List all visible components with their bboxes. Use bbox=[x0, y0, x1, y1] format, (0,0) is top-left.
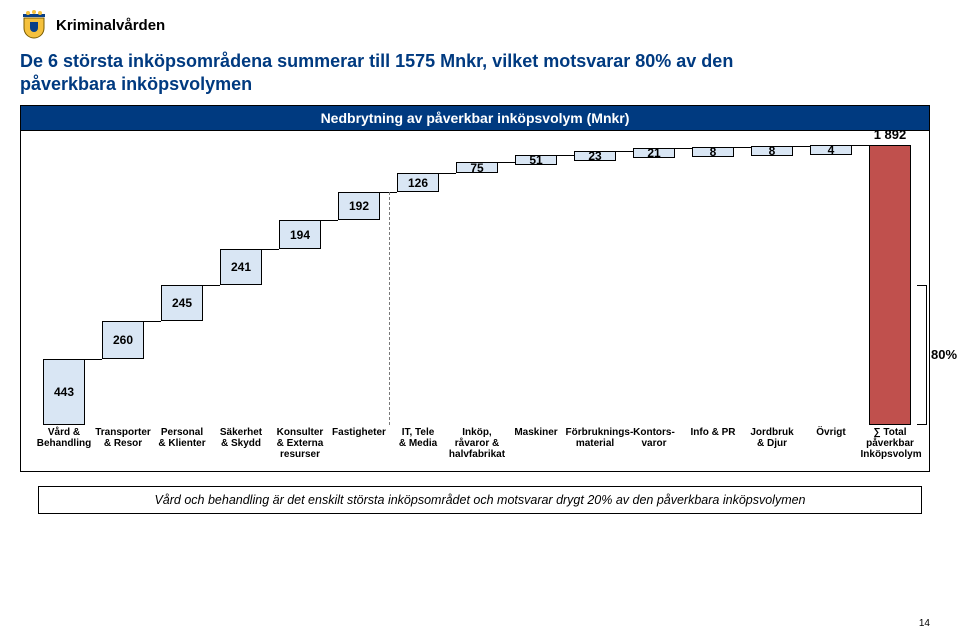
x-axis-label: Kontors-varor bbox=[625, 427, 684, 449]
waterfall-bar: 23 bbox=[574, 151, 616, 161]
waterfall-bar: 51 bbox=[515, 155, 557, 165]
x-axis-label: Förbruknings-material bbox=[566, 427, 625, 449]
page-title: De 6 största inköpsområdena summerar til… bbox=[0, 44, 820, 105]
connector bbox=[85, 359, 102, 360]
waterfall-bar: 443 bbox=[43, 359, 85, 425]
waterfall-bar: 21 bbox=[633, 148, 675, 158]
x-axis-label: Övrigt bbox=[802, 427, 861, 438]
waterfall-bar: 8 bbox=[751, 146, 793, 156]
x-axis-label: Konsulter& Externaresurser bbox=[271, 427, 330, 460]
x-axis-label: IT, Tele& Media bbox=[389, 427, 448, 449]
x-axis-label: Info & PR bbox=[684, 427, 743, 438]
x-axis-label: Inköp,råvaror &halvfabrikat bbox=[448, 427, 507, 460]
waterfall-bar: 260 bbox=[102, 321, 144, 359]
connector bbox=[734, 147, 751, 148]
x-axis-label: Vård &Behandling bbox=[35, 427, 94, 449]
eighty-pct-divider bbox=[389, 192, 390, 425]
connector bbox=[557, 155, 574, 156]
waterfall-bar: 4 bbox=[810, 145, 852, 155]
waterfall-bar: 194 bbox=[279, 220, 321, 249]
waterfall-bar: 192 bbox=[338, 192, 380, 220]
waterfall-bar: 126 bbox=[397, 173, 439, 192]
connector bbox=[852, 145, 869, 146]
x-axis-label: Jordbruk& Djur bbox=[743, 427, 802, 449]
x-axis-label-total: ∑ TotalpåverkbarInköpsvolym bbox=[861, 427, 920, 460]
x-axis-label: Maskiner bbox=[507, 427, 566, 438]
footer-callout: Vård och behandling är det enskilt störs… bbox=[38, 486, 922, 514]
chart-header: Nedbrytning av påverkbar inköpsvolym (Mn… bbox=[21, 106, 929, 131]
app-header: Kriminalvården bbox=[0, 0, 960, 44]
waterfall-bar: 245 bbox=[161, 285, 203, 321]
x-axis-label: Transporter& Resor bbox=[94, 427, 153, 449]
x-axis-label: Fastigheter bbox=[330, 427, 389, 438]
page-number: 14 bbox=[919, 618, 930, 629]
connector bbox=[144, 321, 161, 322]
connector bbox=[675, 148, 692, 149]
x-axis-label: Personal& Klienter bbox=[153, 427, 212, 449]
eighty-pct-label: 80% bbox=[931, 347, 957, 362]
total-bar bbox=[869, 145, 911, 425]
bars-row: 443260245241194192126755123218841 89280% bbox=[31, 145, 919, 425]
connector bbox=[498, 162, 515, 163]
chart-plot: 443260245241194192126755123218841 89280%… bbox=[21, 131, 929, 471]
connector bbox=[203, 285, 220, 286]
waterfall-bar: 241 bbox=[220, 249, 262, 285]
connector bbox=[616, 151, 633, 152]
connector bbox=[793, 146, 810, 147]
connector bbox=[262, 249, 279, 250]
x-axis-label: Säkerhet& Skydd bbox=[212, 427, 271, 449]
eighty-pct-bracket bbox=[917, 285, 927, 425]
crest-icon bbox=[20, 10, 48, 40]
org-name: Kriminalvården bbox=[56, 17, 165, 34]
connector bbox=[439, 173, 456, 174]
total-value-label: 1 892 bbox=[869, 127, 911, 142]
waterfall-bar: 8 bbox=[692, 147, 734, 157]
waterfall-bar: 75 bbox=[456, 162, 498, 173]
x-axis: Vård &BehandlingTransporter& ResorPerson… bbox=[31, 425, 919, 473]
chart-container: Nedbrytning av påverkbar inköpsvolym (Mn… bbox=[20, 105, 930, 472]
connector bbox=[321, 220, 338, 221]
